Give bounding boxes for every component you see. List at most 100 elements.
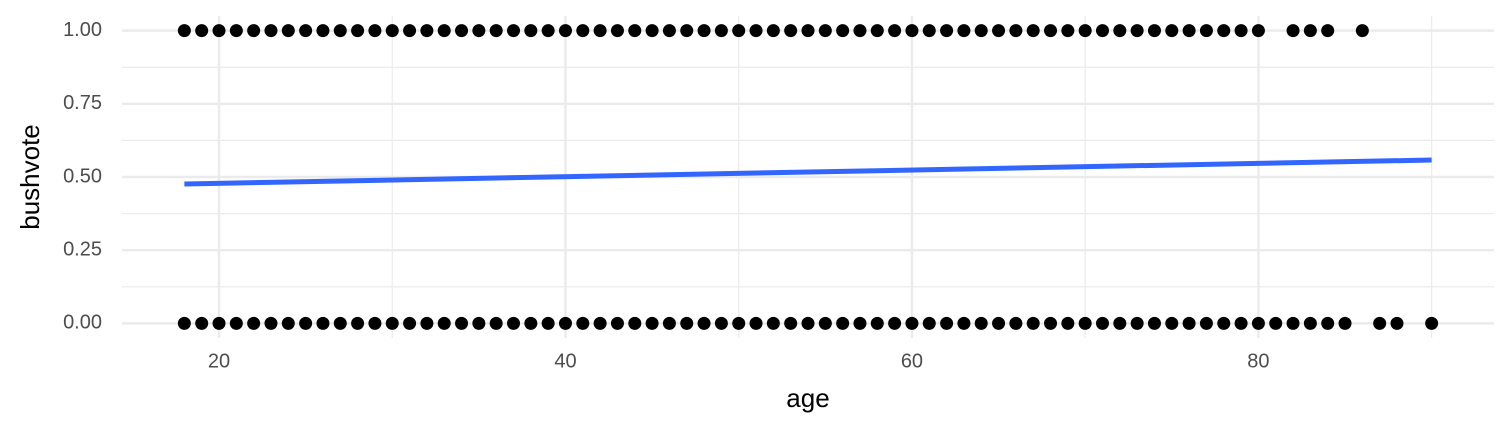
point <box>247 24 261 38</box>
point <box>836 316 850 330</box>
point <box>801 24 815 38</box>
y-tick-label: 0.75 <box>63 92 102 114</box>
point <box>229 316 243 330</box>
point <box>714 316 728 330</box>
point <box>732 24 746 38</box>
point <box>940 24 954 38</box>
point <box>818 24 832 38</box>
point <box>403 24 417 38</box>
point <box>836 24 850 38</box>
point <box>1338 316 1352 330</box>
point <box>1061 316 1075 330</box>
point <box>420 316 434 330</box>
point <box>524 24 538 38</box>
point <box>281 24 295 38</box>
point <box>905 24 919 38</box>
point <box>610 316 624 330</box>
point <box>1182 316 1196 330</box>
point <box>749 24 763 38</box>
x-axis-title: age <box>786 383 829 413</box>
point <box>766 24 780 38</box>
point <box>333 316 347 330</box>
point <box>680 24 694 38</box>
point <box>299 24 313 38</box>
point <box>212 24 226 38</box>
point <box>1095 24 1109 38</box>
x-tick-label: 80 <box>1247 350 1269 372</box>
point <box>299 316 313 330</box>
y-tick-label: 1.00 <box>63 19 102 41</box>
point <box>1113 316 1127 330</box>
point <box>766 316 780 330</box>
point <box>1026 316 1040 330</box>
point <box>1425 316 1439 330</box>
point <box>1303 316 1317 330</box>
point <box>177 24 191 38</box>
point <box>316 24 330 38</box>
point <box>368 316 382 330</box>
point <box>455 316 469 330</box>
point <box>662 24 676 38</box>
y-axis-title: bushvote <box>15 124 45 230</box>
point <box>940 316 954 330</box>
point <box>1286 24 1300 38</box>
point <box>1009 316 1023 330</box>
point <box>1199 24 1213 38</box>
point <box>229 24 243 38</box>
point <box>541 316 555 330</box>
point <box>1251 24 1265 38</box>
point <box>784 316 798 330</box>
point <box>922 316 936 330</box>
point <box>472 24 486 38</box>
point <box>472 316 486 330</box>
point <box>1182 24 1196 38</box>
point <box>1373 316 1387 330</box>
point <box>1147 24 1161 38</box>
point <box>784 24 798 38</box>
point <box>1234 316 1248 330</box>
point <box>1217 316 1231 330</box>
point <box>1044 24 1058 38</box>
point <box>385 24 399 38</box>
x-tick-label: 60 <box>901 350 923 372</box>
point <box>1044 316 1058 330</box>
point <box>212 316 226 330</box>
point <box>368 24 382 38</box>
point <box>351 316 365 330</box>
point <box>437 24 451 38</box>
point <box>853 24 867 38</box>
point <box>1095 316 1109 330</box>
point <box>870 316 884 330</box>
point <box>1217 24 1231 38</box>
point <box>888 316 902 330</box>
point <box>1321 24 1335 38</box>
point <box>801 316 815 330</box>
point <box>957 24 971 38</box>
point <box>1165 316 1179 330</box>
point <box>264 24 278 38</box>
point <box>1061 24 1075 38</box>
point <box>1321 316 1335 330</box>
y-tick-label: 0.00 <box>63 312 102 334</box>
point <box>420 24 434 38</box>
x-tick-label: 40 <box>554 350 576 372</box>
point <box>316 316 330 330</box>
point <box>992 24 1006 38</box>
point <box>714 24 728 38</box>
point <box>662 316 676 330</box>
point <box>992 316 1006 330</box>
y-tick-label: 0.25 <box>63 238 102 260</box>
point <box>1269 316 1283 330</box>
point <box>974 316 988 330</box>
point <box>957 316 971 330</box>
point <box>1078 24 1092 38</box>
point <box>593 24 607 38</box>
point <box>524 316 538 330</box>
point <box>888 24 902 38</box>
point <box>1251 316 1265 330</box>
point <box>558 24 572 38</box>
point <box>628 24 642 38</box>
point <box>195 316 209 330</box>
point <box>818 316 832 330</box>
point <box>489 24 503 38</box>
